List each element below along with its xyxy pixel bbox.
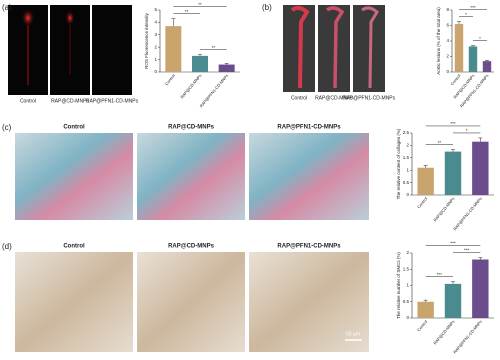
bar (472, 141, 489, 195)
x-tick-label: Control (449, 73, 461, 86)
bar (444, 151, 462, 195)
image-caption: Control (63, 244, 85, 250)
image-caption: Control (291, 95, 307, 101)
significance-label: *** (450, 241, 456, 246)
significance-label: * (466, 128, 468, 133)
significance-label: ** (212, 45, 216, 50)
x-tick-label: Control (416, 196, 428, 209)
panel-label: (b) (262, 3, 272, 12)
significance-label: ** (198, 2, 202, 7)
y-tick-label: 1.5 (403, 155, 410, 160)
panel-label: (d) (2, 242, 12, 251)
x-tick-label: RAP@CD-MNPs (179, 73, 202, 99)
bar (417, 301, 434, 318)
image-caption: RAP@CD-MNPs (51, 98, 89, 104)
x-tick-label: Control (164, 73, 176, 86)
x-tick-label: RAP@PFN1-CD-MNPs (452, 319, 483, 354)
y-tick-label: 1 (154, 57, 157, 62)
bar (218, 64, 235, 72)
significance-label: *** (437, 272, 443, 277)
bar (444, 283, 462, 318)
significance-label: *** (450, 121, 456, 126)
y-tick-label: 8 (446, 7, 449, 12)
image-caption: Control (20, 98, 36, 104)
bar (482, 61, 492, 72)
y-tick-label: 2.5 (403, 130, 410, 135)
y-tick-label: 1 (406, 167, 409, 172)
bar (454, 23, 464, 72)
panel-label: (c) (2, 123, 12, 132)
scale-bar: 50 μm (346, 331, 360, 337)
x-tick-label: RAP@PFN1-CD-MNPs (199, 73, 230, 108)
significance-label: ** (438, 140, 442, 145)
images (8, 5, 385, 352)
image-caption: RAP@PFN1-CD-MNPs (277, 244, 341, 250)
image-caption: RAP@CD-MNPs (168, 125, 215, 131)
y-tick-label: 0 (154, 69, 157, 74)
x-tick-label: RAP@CD-MNPs (432, 196, 455, 222)
y-tick-label: 0 (406, 315, 409, 320)
y-tick-label: 0.5 (403, 180, 410, 185)
image-caption: RAP@PFN1-CD-MNPs (86, 98, 139, 104)
y-tick-label: 2 (446, 54, 449, 59)
y-axis-label: Aortic lesions (% of the total area) (436, 7, 441, 75)
bar (468, 46, 478, 72)
bar (192, 55, 208, 72)
y-tick-label: 6 (446, 23, 449, 28)
x-tick-label: Control (416, 319, 428, 332)
significance-label: * (465, 12, 467, 17)
y-tick-label: 4 (154, 20, 157, 25)
y-axis-label: The relative number of SMCs (%) (396, 252, 401, 319)
x-tick-label: RAP@PFN1-CD-MNPs (452, 196, 483, 231)
y-tick-label: 0.5 (403, 299, 410, 304)
x-tick-label: RAP@CD-MNPs (432, 319, 455, 345)
image-caption: RAP@CD-MNPs (168, 244, 215, 250)
bar (417, 167, 434, 195)
y-tick-label: 2 (154, 44, 157, 49)
bar (472, 259, 489, 318)
image-caption: RAP@PFN1-CD-MNPs (277, 125, 341, 131)
image-caption: RAP@PFN1-CD-MNPs (343, 95, 396, 101)
significance-label: * (479, 36, 481, 41)
panel-label: (a) (2, 3, 12, 12)
y-axis-label: ROS Fluorescence intensity (144, 12, 149, 69)
y-tick-label: 2 (406, 143, 409, 148)
significance-label: ** (185, 9, 189, 14)
image-caption: Control (63, 125, 85, 131)
y-tick-label: 0 (406, 192, 409, 197)
y-tick-label: 0 (446, 69, 449, 74)
image-caption: RAP@CD-MNPs (315, 95, 353, 101)
y-tick-label: 4 (446, 38, 449, 43)
y-axis-label: The relative content of collagen (%) (396, 128, 401, 199)
significance-label: *** (464, 248, 470, 253)
bar (165, 26, 182, 72)
y-tick-label: 5 (154, 7, 157, 12)
y-tick-label: 2 (406, 250, 409, 255)
y-tick-label: 3 (154, 32, 157, 37)
y-tick-label: 1.5 (403, 266, 410, 271)
y-tick-label: 1 (406, 283, 409, 288)
significance-label: *** (470, 5, 476, 10)
